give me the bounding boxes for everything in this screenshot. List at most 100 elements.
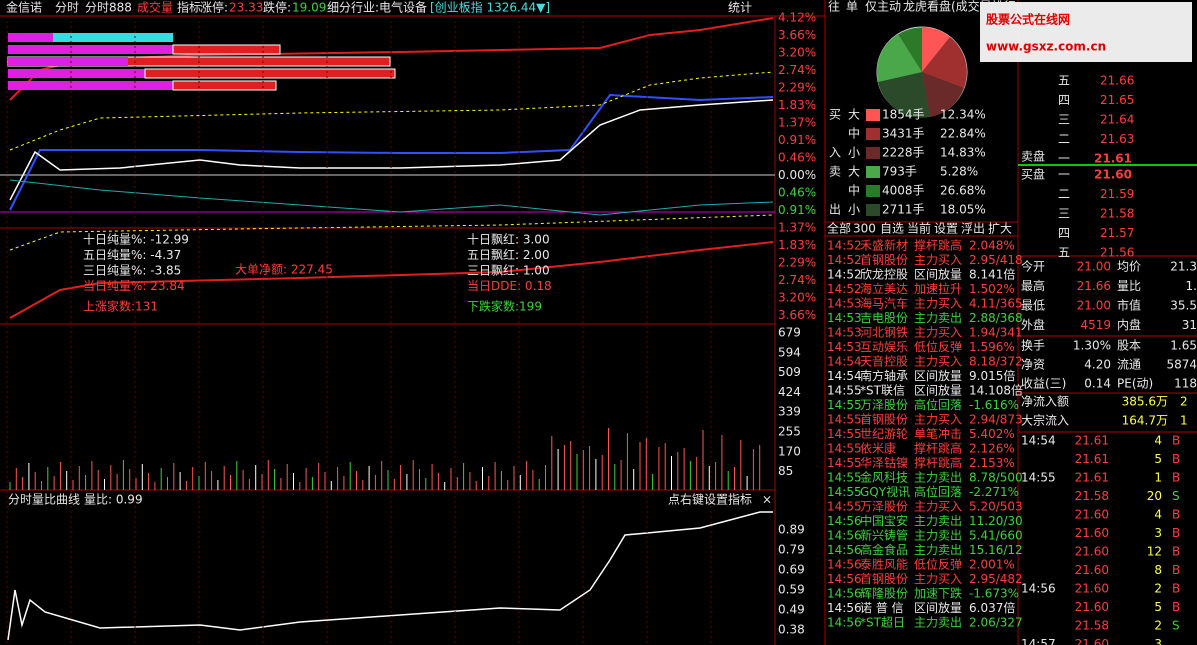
tick-volume: 20: [1147, 489, 1162, 503]
news-event: 主力买入: [914, 326, 962, 340]
news-value: 2.126%: [969, 442, 1015, 456]
indicator-label: 十日纯量%: -12.99: [83, 233, 189, 247]
level: 三: [1058, 207, 1070, 221]
stat-label: 市值: [1117, 298, 1141, 313]
price-axis-label: 3.20%: [778, 46, 816, 60]
tick-time: 14:55: [1021, 471, 1056, 485]
stat-label: 内盘: [1117, 317, 1141, 332]
indicator-label: 上涨家数:131: [83, 299, 158, 314]
news-time: 14:54: [827, 355, 862, 369]
panel-title: 量比: 0.99: [84, 493, 143, 507]
size-label: 小: [848, 203, 860, 217]
news-value: 5.20/503: [969, 500, 1023, 514]
level: 四: [1058, 226, 1070, 240]
stat-value: 31: [1182, 318, 1197, 332]
tab[interactable]: 自选: [880, 222, 904, 236]
news-value: 6.037倍: [969, 600, 1015, 615]
tick-volume: 5: [1154, 600, 1162, 614]
percent: 12.34%: [940, 108, 986, 122]
level: 三: [1058, 113, 1070, 127]
stat-value: 0.14: [1084, 377, 1111, 391]
tab[interactable]: 300: [853, 222, 876, 236]
tab[interactable]: 当前: [907, 221, 931, 236]
tab[interactable]: 往: [828, 0, 840, 14]
percent: 14.83%: [940, 146, 986, 160]
news-event: 主力卖出: [914, 514, 962, 528]
level: 一: [1058, 152, 1070, 166]
stat-value: 4519: [1080, 318, 1111, 332]
news-event: 撑杆跳高: [914, 455, 962, 470]
tab[interactable]: 扩大: [988, 222, 1012, 236]
label: 跌停:: [263, 0, 291, 15]
stat-label: PE(动): [1117, 377, 1153, 391]
tick-price: 21.58: [1075, 489, 1109, 503]
news-stock: 首钢股份: [860, 253, 908, 267]
band-upper: [9, 71, 774, 151]
news-value: 4.11/365: [969, 297, 1023, 311]
news-value: 8.141倍: [969, 267, 1015, 282]
level: 二: [1058, 187, 1070, 201]
swatch: [866, 109, 880, 121]
side-label: 卖: [829, 165, 841, 179]
news-time: 14:56: [827, 543, 862, 557]
tab[interactable]: 单: [846, 0, 858, 14]
tick-price: 21.60: [1075, 600, 1109, 614]
size-label: 小: [848, 146, 860, 160]
news-stock: 河北钢铁: [860, 326, 908, 340]
close-button[interactable]: ×: [762, 493, 772, 507]
news-event: 区间放量: [914, 267, 962, 282]
stat-label: 换手: [1021, 339, 1045, 353]
news-stock: 首钢股份: [860, 413, 908, 427]
tick-volume: 3: [1154, 637, 1162, 645]
tick-volume: 4: [1154, 434, 1162, 448]
tab[interactable]: 龙虎看盘(成交量排行: [903, 0, 1016, 14]
news-value: 2.88/368: [969, 311, 1023, 325]
swatch: [866, 204, 880, 216]
watermark: www.gsxz.com.cn: [986, 40, 1106, 54]
tab[interactable]: 全部: [827, 221, 851, 236]
news-value: 5.402%: [969, 427, 1015, 441]
indicator-axis-label: 1.83%: [778, 238, 816, 252]
tab[interactable]: 设置: [934, 222, 958, 236]
price: 21.63: [1100, 132, 1134, 146]
news-value: 8.78/500: [969, 471, 1023, 485]
stat-value: 118: [1174, 377, 1197, 391]
tab[interactable]: 仅主动: [865, 0, 901, 14]
indicator-label: 当日纯量%: 23.84: [83, 279, 185, 293]
news-value: -1.616%: [969, 398, 1019, 412]
news-time: 14:56: [827, 572, 862, 586]
price: 21.58: [1100, 207, 1134, 221]
tick-volume: 3: [1154, 526, 1162, 540]
tick-time: 14:56: [1021, 582, 1056, 596]
tick-side: B: [1172, 526, 1180, 540]
news-time: 14:55: [827, 427, 862, 441]
flow-value: 164.7万: [1122, 414, 1168, 428]
price-axis-label: 2.74%: [778, 63, 816, 77]
news-event: 加速下跌: [914, 586, 962, 601]
news-value: 1.596%: [969, 340, 1015, 354]
stat-value: 21.00: [1077, 260, 1111, 274]
news-value: 9.015倍: [969, 368, 1015, 383]
volume-axis-label: 85: [778, 464, 793, 478]
news-stock: 互动娱乐: [860, 340, 908, 354]
tick-price: 21.61: [1075, 452, 1109, 466]
tick-volume: 2: [1154, 619, 1162, 633]
price-axis-label: 1.37%: [778, 116, 816, 130]
news-time: 14:52: [827, 253, 862, 267]
tick-price: 21.60: [1075, 508, 1109, 522]
news-event: 主力买入: [914, 500, 962, 514]
stat-value: 35.5: [1170, 299, 1197, 313]
size-label: 中: [848, 126, 860, 141]
side-label: 出: [829, 203, 841, 217]
volume: 2228手: [882, 146, 925, 160]
swatch: [866, 128, 880, 140]
news-value: 5.41/660: [969, 529, 1023, 543]
news-event: 低位反弹: [914, 339, 962, 354]
percent: 22.84%: [940, 127, 986, 141]
side-label: 买盘: [1021, 167, 1045, 182]
indicator-axis-label: 3.66%: [778, 308, 816, 322]
news-stock: 吉电股份: [860, 311, 908, 325]
volume-axis-label: 679: [778, 326, 801, 340]
tab[interactable]: 浮出: [961, 222, 985, 236]
